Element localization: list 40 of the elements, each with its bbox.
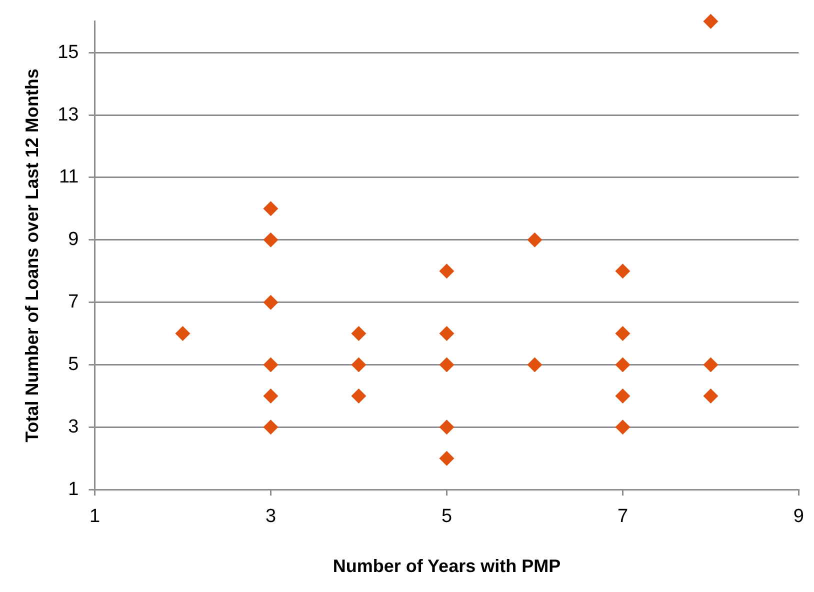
point [263,357,278,372]
y-axis-title: Total Number of Loans over Last 12 Months [22,68,42,442]
y-tick-label: 7 [68,292,79,313]
y-tick-label: 3 [68,416,79,438]
point [263,420,278,435]
point [439,326,454,342]
point [615,388,630,404]
point [615,264,630,279]
point [263,294,278,310]
point [439,420,454,435]
x-tick-label: 3 [265,506,276,528]
y-tick-label: 1 [68,478,79,500]
point [439,357,454,372]
point [703,388,718,404]
point [527,232,542,248]
point [351,326,366,342]
x-tick-label: 1 [89,506,100,528]
y-tick-label: 5 [68,354,79,375]
point [351,357,366,372]
point [615,420,630,435]
point [615,357,630,372]
point [615,326,630,342]
point [439,264,454,279]
point [263,201,278,216]
point [527,357,542,372]
point [263,388,278,404]
x-tick-label: 7 [617,506,628,528]
y-tick-label: 11 [59,166,79,188]
point [703,14,718,29]
y-tick-label: 9 [68,229,79,250]
point [263,232,278,248]
point [703,357,718,372]
point [175,326,190,342]
x-tick-label: 9 [793,506,804,528]
y-tick-label: 15 [58,42,79,63]
x-tick-label: 5 [441,506,452,528]
y-tick-label: 13 [58,104,79,126]
point [351,388,366,404]
point [439,450,454,466]
x-axis-title: Number of Years with PMP [332,556,561,576]
